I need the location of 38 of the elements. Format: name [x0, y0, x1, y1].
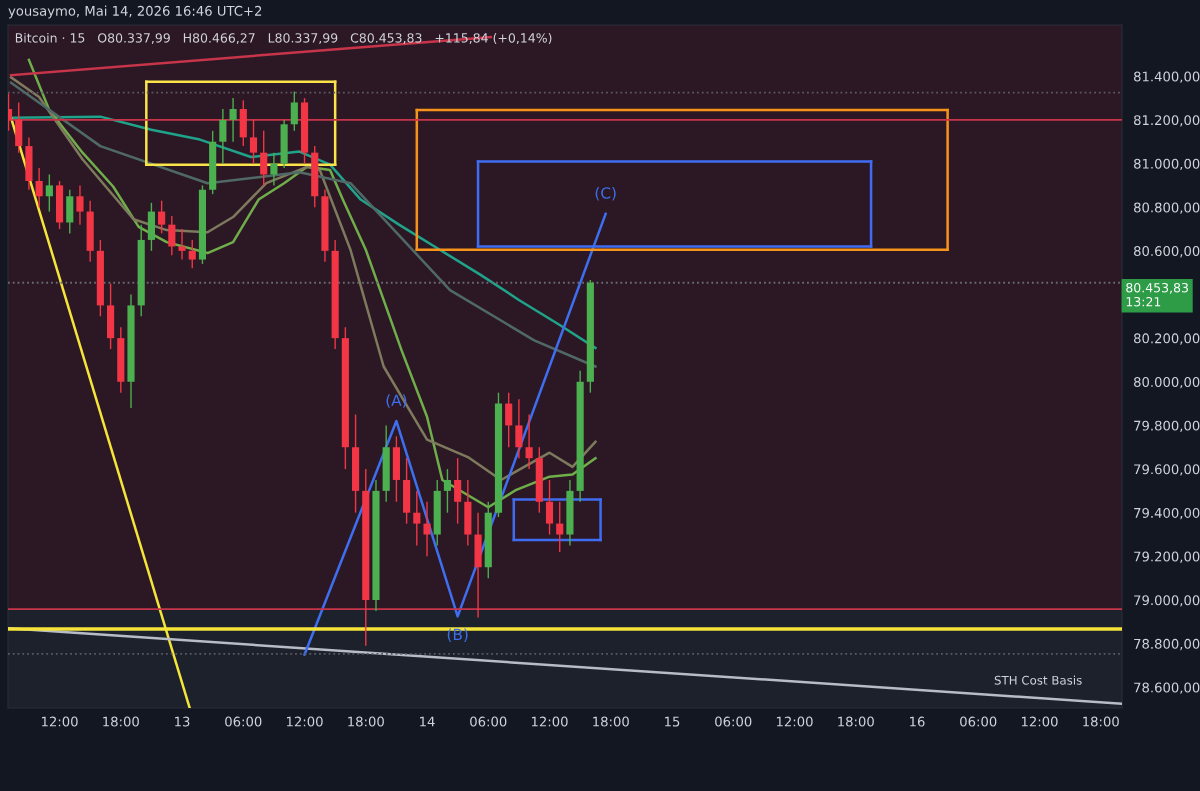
- annotation: (B): [447, 628, 468, 643]
- y-tick-label: 79.000,00: [1134, 595, 1200, 607]
- x-tick-label: 12:00: [1021, 716, 1058, 727]
- x-tick-label: 06:00: [715, 716, 752, 727]
- x-tick-label: 06:00: [960, 716, 997, 727]
- x-tick-label: 18:00: [838, 716, 874, 727]
- y-tick-label: 78.800,00: [1134, 638, 1200, 651]
- y-tick-label: 79.800,00: [1134, 420, 1200, 432]
- y-tick-label: 80.800,00: [1134, 202, 1200, 214]
- x-tick-label: 12:00: [286, 716, 323, 727]
- y-tick-label: 79.600,00: [1134, 464, 1200, 476]
- series-label: STH Cost Basis: [994, 675, 1082, 685]
- x-tick-label: 14: [420, 716, 435, 727]
- annotation: (A): [386, 394, 407, 408]
- x-tick-label: 12:00: [531, 716, 568, 727]
- x-tick-label: 12:00: [41, 716, 78, 727]
- x-tick-label: 06:00: [470, 716, 507, 727]
- x-tick-label: 06:00: [225, 716, 262, 727]
- y-tick-label: 80.200,00: [1134, 333, 1200, 345]
- y-tick-label: 78.600,00: [1134, 682, 1200, 694]
- chart-title: yousaymo, Mai 14, 2026 16:46 UTC+2: [8, 5, 262, 19]
- x-tick-label: 15: [665, 716, 680, 727]
- x-tick-label: 18:00: [1083, 716, 1119, 727]
- x-tick-label: 18:00: [103, 716, 139, 727]
- y-tick-label: 81.400,00: [1134, 71, 1200, 83]
- x-tick-label: 18:00: [593, 716, 629, 727]
- y-tick-label: 81.000,00: [1134, 158, 1200, 171]
- x-tick-label: 12:00: [776, 716, 813, 727]
- text: 80.453,83 13:21: [1126, 282, 1188, 307]
- y-tick-label: 79.200,00: [1134, 551, 1200, 563]
- y-tick-label: 80.000,00: [1134, 376, 1200, 389]
- x-tick-label: 16: [910, 716, 925, 727]
- y-tick-label: 79.400,00: [1134, 507, 1200, 520]
- annotation: (C): [595, 186, 616, 201]
- x-tick-label: 18:00: [348, 716, 384, 727]
- y-tick-label: 81.200,00: [1134, 115, 1200, 127]
- x-tick-label: 13: [175, 716, 190, 727]
- y-tick-label: 80.600,00: [1134, 246, 1200, 258]
